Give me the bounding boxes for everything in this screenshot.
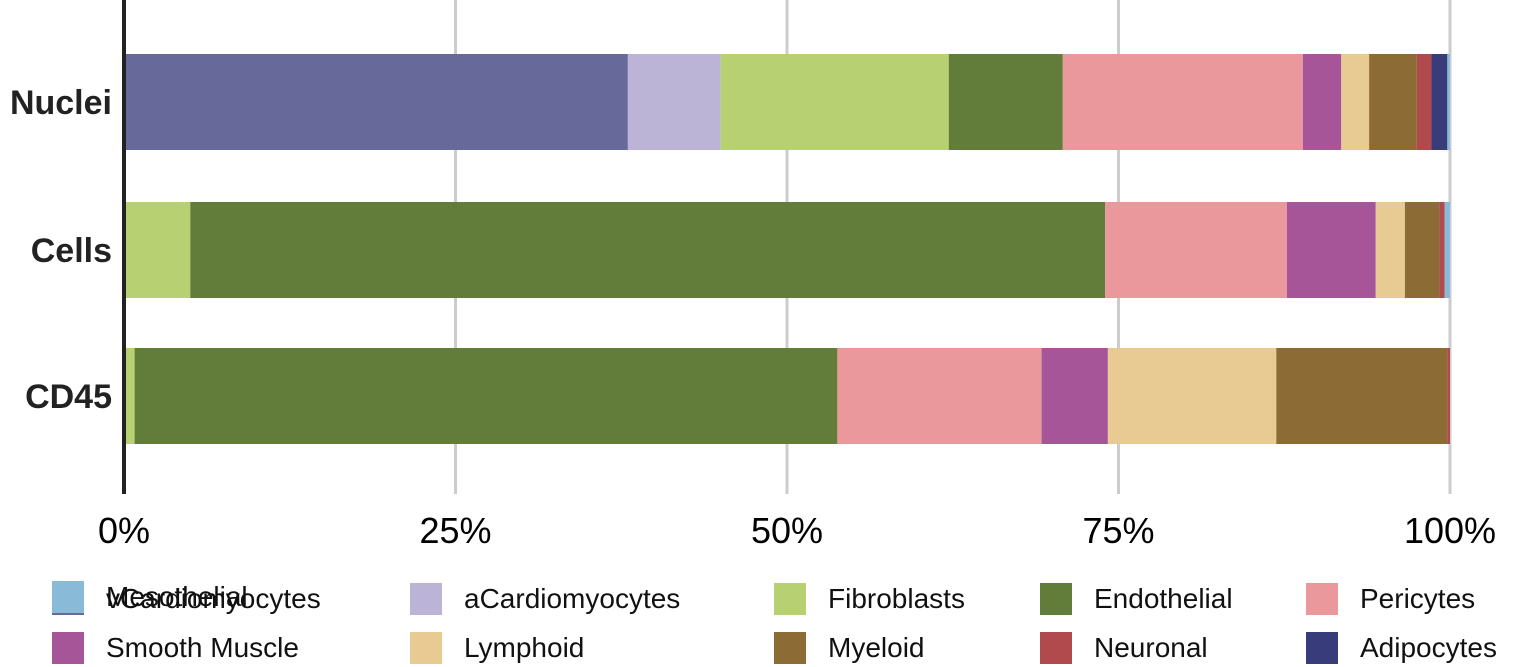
x-tick-label: 25%: [419, 510, 491, 551]
bar-segment-cells-fibroblasts: [124, 202, 191, 298]
category-label-cd45: CD45: [25, 378, 112, 416]
bar-segment-nuclei-myeloid: [1369, 54, 1417, 150]
legend-swatch: [410, 583, 442, 615]
legend-swatch: [1040, 632, 1072, 664]
category-labels: Nuclei Cells CD45: [10, 84, 112, 416]
bar-segment-cells-smooth-muscle: [1286, 202, 1376, 298]
legend-label: aCardiomyocytes: [464, 583, 681, 614]
bar-segment-cd45-neuronal: [1447, 348, 1450, 444]
x-tick-label: 0%: [98, 510, 150, 551]
bar-segment-cd45-pericytes: [837, 348, 1042, 444]
legend-item-endothelial: Endothelial: [1040, 580, 1233, 618]
legend-swatch: [410, 632, 442, 664]
bar-segment-nuclei-neuronal: [1416, 54, 1432, 150]
bar-segments: [124, 54, 1450, 444]
legend-label: vCardiomyocytes: [106, 583, 321, 614]
legend-item-neuronal: Neuronal: [1040, 629, 1208, 667]
bar-segment-cd45-fibroblasts: [124, 348, 135, 444]
legend-swatch: [774, 632, 806, 664]
bar-segment-cd45-lymphoid: [1107, 348, 1277, 444]
bar-segment-nuclei-endothelial: [948, 54, 1063, 150]
legend-item-myeloid: Myeloid: [774, 629, 924, 667]
x-tick-label: 50%: [751, 510, 823, 551]
legend-label: Neuronal: [1094, 632, 1208, 663]
bar-segment-nuclei-mesothelial: [1447, 54, 1450, 150]
bar-segment-cells-lymphoid: [1375, 202, 1405, 298]
bar-segment-cells-endothelial: [190, 202, 1106, 298]
legend-item-smooth-muscle: Smooth Muscle: [52, 629, 299, 667]
bar-segment-nuclei-lymphoid: [1341, 54, 1370, 150]
stacked-bar-chart: Nuclei Cells CD45 0% 25% 50% 75% 100%: [10, 0, 1496, 551]
bar-segment-cells-myeloid: [1404, 202, 1440, 298]
x-tick-label: 75%: [1082, 510, 1154, 551]
legend-swatch: [1306, 583, 1338, 615]
legend-swatch: [774, 583, 806, 615]
legend-label: Myeloid: [828, 632, 925, 663]
x-tick-labels: 0% 25% 50% 75% 100%: [98, 510, 1496, 551]
legend-swatch: [1040, 583, 1072, 615]
legend-label: Smooth Muscle: [106, 632, 299, 663]
category-label-cells: Cells: [31, 232, 112, 270]
category-label-nuclei: Nuclei: [10, 84, 112, 122]
bar-segment-cells-mesothelial: [1444, 202, 1450, 298]
legend-item-pericytes: Pericytes: [1306, 580, 1475, 618]
legend-item-adipocytes: Adipocytes: [1306, 629, 1497, 667]
bar-segment-cells-neuronal: [1439, 202, 1445, 298]
legend-item-fibroblasts: Fibroblasts: [774, 580, 965, 618]
bar-segment-nuclei-acardiomyocytes: [627, 54, 721, 150]
legend-label: Pericytes: [1360, 583, 1476, 614]
legend-item-acardiomyocytes: aCardiomyocytes: [410, 580, 680, 618]
bar-segment-cd45-myeloid: [1276, 348, 1448, 444]
bar-segment-nuclei-smooth-muscle: [1302, 54, 1342, 150]
legend-label: Mesothelial: [106, 581, 248, 612]
bar-segment-cells-pericytes: [1105, 202, 1287, 298]
legend-swatch: [52, 632, 84, 664]
legend: vCardiomyocytes aCardiomyocytes Fibroblast…: [0, 578, 1530, 666]
x-tick-label: 100%: [1404, 510, 1496, 551]
bar-segment-nuclei-vcardiomyocytes: [124, 54, 628, 150]
bar-segment-nuclei-adipocytes: [1431, 54, 1448, 150]
bar-segment-nuclei-fibroblasts: [720, 54, 949, 150]
legend-swatch: [1306, 632, 1338, 664]
legend-label: Fibroblasts: [828, 583, 965, 614]
bar-segment-nuclei-pericytes: [1062, 54, 1303, 150]
legend-label: Adipocytes: [1360, 632, 1497, 663]
legend-label: Endothelial: [1094, 583, 1233, 614]
bar-segment-cd45-smooth-muscle: [1041, 348, 1108, 444]
legend-item-lymphoid: Lymphoid: [410, 629, 584, 667]
legend-item-mesothelial: Mesothelial: [52, 578, 248, 616]
bar-segment-cd45-endothelial: [134, 348, 838, 444]
legend-label: Lymphoid: [464, 632, 585, 663]
legend-swatch: [52, 581, 84, 613]
